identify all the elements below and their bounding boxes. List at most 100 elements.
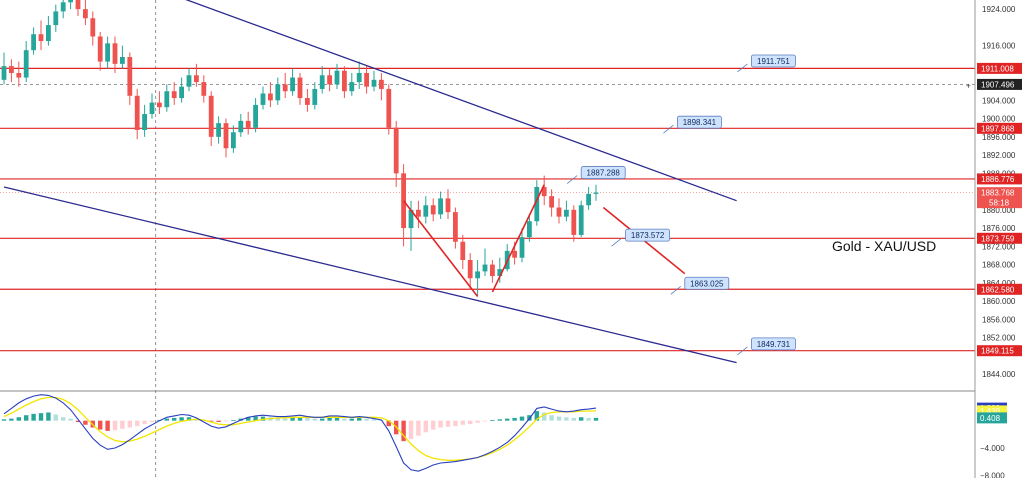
y-tick-label: 1868.000 [982, 261, 1016, 270]
candle-body [112, 43, 118, 64]
macd-histogram-bar [127, 420, 132, 428]
macd-histogram-bar [497, 419, 502, 421]
crosshair-tag: 1907.496 [981, 80, 1015, 89]
macd-histogram-bar [83, 420, 88, 425]
candle-body [327, 75, 332, 85]
candle-body [238, 120, 244, 133]
candle-body [386, 88, 392, 128]
macd-histogram-bar [482, 420, 488, 422]
candle-body [179, 86, 184, 99]
chart-title: Gold - XAU/USD [832, 238, 936, 254]
candle-body [408, 209, 414, 229]
macd-histogram-bar [586, 417, 591, 421]
candle-body [216, 123, 221, 137]
candle-body [260, 93, 266, 105]
countdown-label: 58:18 [989, 199, 1010, 208]
w-leg-1 [402, 200, 479, 297]
macd-histogram-bar [519, 416, 525, 421]
level-tag: 1873.759 [981, 234, 1015, 243]
candle-body [586, 193, 591, 206]
candle-body [438, 198, 443, 215]
macd-histogram-bar [579, 417, 584, 421]
level-tag-bg [977, 345, 1022, 357]
candle-body [164, 91, 170, 108]
candle-body [31, 34, 36, 51]
candle-body [90, 18, 96, 37]
macd-histogram-bar [438, 420, 443, 428]
macd-histogram-bar [149, 420, 155, 423]
macd-histogram-bar [46, 412, 51, 421]
macd-histogram-bar [357, 417, 362, 421]
callout-leader [670, 285, 682, 295]
callout-box [677, 115, 722, 129]
macd-histogram-bar [460, 420, 465, 425]
candle-body [475, 271, 480, 279]
macd-histogram-bar [534, 411, 539, 421]
macd-histogram-bar [349, 418, 354, 421]
candle-body [578, 205, 584, 235]
macd-histogram-bar [172, 417, 177, 421]
macd-tick-label: −8.000 [980, 471, 1005, 478]
macd-value-tag-bg [977, 412, 1007, 424]
candle-body [423, 205, 429, 217]
macd-histogram-bar [453, 420, 458, 427]
y-tick-label: 1876.000 [982, 224, 1016, 233]
callout-leader [663, 124, 674, 134]
horizontal-levels [0, 67, 975, 352]
macd-histogram-bar [512, 417, 517, 421]
candle-body [379, 79, 384, 89]
candle-body [297, 77, 303, 99]
macd-histogram-bar [423, 420, 428, 433]
price-callouts: 1911.751 1898.341 1887.288 1873.572 1863.025… [566, 54, 796, 356]
macd-histogram-bar [312, 418, 317, 421]
candle-body [445, 198, 451, 213]
candle-body [157, 102, 162, 108]
candle-body [83, 9, 88, 19]
candle-body [512, 250, 517, 258]
macd-histogram-bar [416, 420, 421, 436]
candle-body [527, 221, 532, 238]
candle-body [97, 36, 103, 62]
macd-histogram-bar [231, 419, 236, 421]
macd-histogram-bar [283, 418, 288, 421]
macd-histogram-bar [275, 417, 280, 421]
candle-body [356, 72, 362, 83]
macd-histogram-bar [135, 420, 140, 427]
candle-body [482, 264, 488, 272]
y-tick-label: 1900.000 [982, 115, 1016, 124]
candle-body [430, 205, 436, 215]
candle-body [541, 187, 547, 197]
macd-histogram-bar [179, 417, 184, 421]
candle-body [571, 209, 577, 235]
candle-body [593, 192, 599, 194]
candle-body [290, 77, 295, 92]
macd-histogram-bar [327, 417, 332, 421]
price-axis: 1924.0001916.0001908.0001904.0001900.000… [966, 0, 1024, 478]
candle-body [305, 98, 310, 105]
candle-body [245, 120, 251, 128]
candle-body [171, 91, 177, 99]
candle-body [46, 25, 51, 42]
macd-tick-label: −4.000 [980, 444, 1005, 453]
macd-histogram-bar [186, 417, 192, 421]
candle-body [312, 88, 318, 105]
candle-body [371, 79, 377, 87]
channel-lower [3, 186, 737, 364]
candle-body [556, 207, 562, 217]
level-tag: 1849.115 [981, 347, 1014, 356]
crosshair-tag-bg [977, 78, 1022, 90]
candle-body [282, 84, 288, 92]
macd-histogram-bar [68, 418, 73, 421]
macd-histogram-bar [112, 420, 118, 431]
macd-histogram-bar [549, 415, 554, 421]
candle-body [105, 43, 110, 62]
callout-label: 1849.731 [757, 340, 791, 349]
candle-body [9, 66, 14, 73]
macd-histogram-bar [223, 420, 229, 422]
callout-box [684, 276, 730, 290]
macd-histogram-bar [408, 420, 414, 440]
candle-body [53, 11, 59, 26]
candle-body [253, 104, 258, 128]
macd-histogram-bar [61, 417, 66, 421]
